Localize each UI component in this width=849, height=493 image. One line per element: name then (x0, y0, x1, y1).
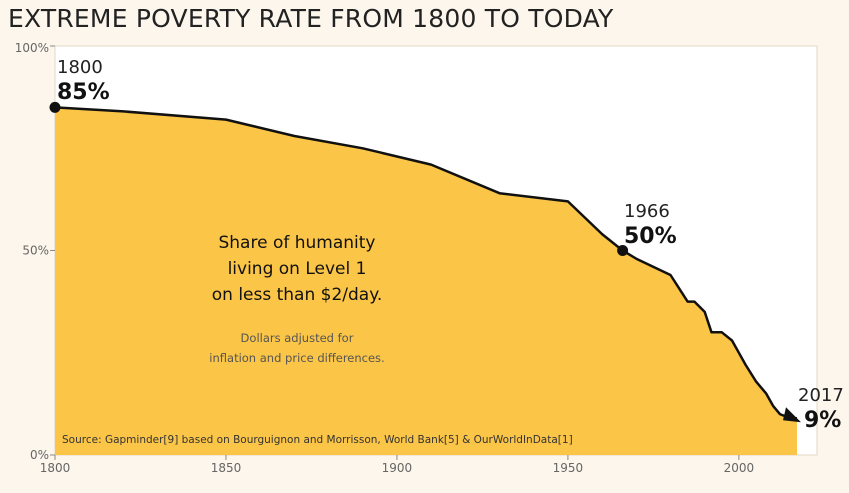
x-tick-label: 1800 (40, 461, 71, 475)
data-point-marker (617, 245, 629, 256)
main-label-line-3: on less than $2/day. (212, 285, 383, 305)
annotation-2017-value: 9% (804, 408, 841, 433)
series-line (54, 106, 797, 420)
source-note: Source: Gapminder[9] based on Bourguigno… (62, 434, 573, 446)
annotation-1966-value: 50% (624, 224, 677, 249)
x-tick-label: 1950 (553, 461, 584, 475)
sub-label-line-2: inflation and price differences. (209, 351, 384, 365)
annotation-1966-year: 1966 (624, 201, 670, 222)
chart-title: EXTREME POVERTY RATE FROM 1800 TO TODAY (8, 4, 614, 33)
x-tick-label: 1900 (382, 461, 413, 475)
annotation-1800-year: 1800 (57, 57, 103, 78)
x-tick-label: 2000 (724, 461, 755, 475)
y-tick-label: 100% (15, 41, 49, 55)
area-fill (55, 107, 797, 456)
marker-layer (49, 101, 801, 423)
y-tick-label: 0% (30, 448, 49, 462)
annotation-1800-value: 85% (57, 80, 110, 105)
sub-label-line-1: Dollars adjusted for (241, 331, 354, 345)
y-tick-label: 50% (22, 244, 49, 258)
x-tick-label: 1850 (211, 461, 242, 475)
data-point-marker (49, 101, 61, 113)
arrow-head-marker (783, 407, 801, 423)
main-label-line-2: living on Level 1 (228, 259, 367, 279)
annotation-2017-year: 2017 (798, 385, 844, 406)
main-label-line-1: Share of humanity (218, 233, 375, 253)
